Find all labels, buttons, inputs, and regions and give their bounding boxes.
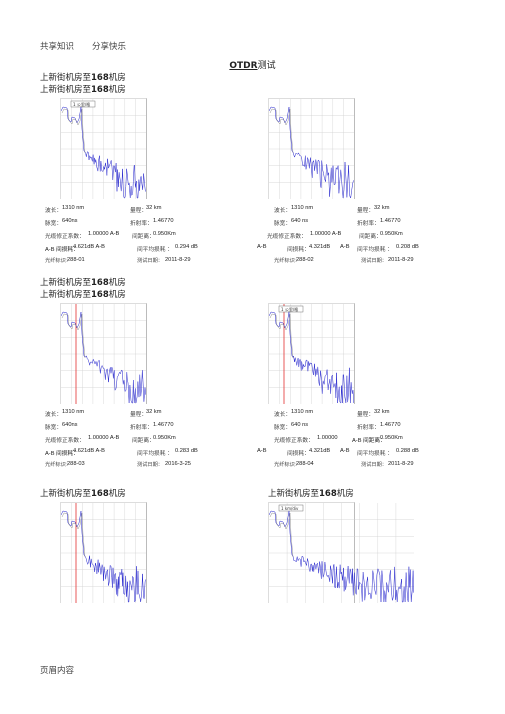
trace-line — [61, 311, 146, 404]
trace-line — [269, 106, 354, 199]
route-1a: 上新街机房至168机房 — [40, 73, 126, 83]
reference-trace — [269, 108, 294, 154]
reference-trace — [269, 313, 294, 359]
route-2a: 上新街机房至168机房 — [40, 278, 126, 288]
scale-box — [278, 504, 304, 512]
route-3a: 上新街机房至168机房 — [40, 489, 126, 499]
footer-text: 页眉内容 — [40, 666, 75, 676]
otdr-trace-6: 1 km/div — [268, 502, 414, 603]
test-readings-3: 波长： 1310 nm 量程： 32 km 脉宽： 640ns 折射率： 1.4… — [45, 409, 198, 468]
scale-box — [70, 100, 96, 108]
page-header: 共享知识 分享快乐 — [40, 40, 126, 52]
title-test: 测试 — [257, 61, 276, 71]
reference-trace — [61, 512, 86, 558]
trace-grid — [269, 503, 414, 603]
otdr-trace-5 — [60, 502, 147, 603]
route-3b: 上新街机房至168机房 — [268, 489, 354, 499]
otdr-trace-3 — [60, 303, 147, 404]
test-readings-1: 波长： 1310 nm 量程： 32 km 脉宽： 640ns 折射率： 1.4… — [45, 205, 198, 264]
test-readings-2: 波长： 1310 nm 量程： 32 km 脉宽： 640 ns 折射率： 1.… — [257, 205, 419, 264]
scale-box-label: 1 公里/格 — [281, 306, 298, 312]
page-footer: 页眉内容 — [40, 664, 74, 676]
scale-box — [278, 305, 304, 313]
reference-trace — [61, 108, 86, 154]
scale-box-label: 1 km/div — [281, 506, 299, 511]
trace-line — [61, 510, 146, 603]
page-title: OTDR测试 — [0, 58, 505, 71]
trace-line — [269, 311, 354, 404]
reference-trace — [269, 512, 294, 558]
reference-trace — [61, 313, 86, 359]
trace-grid — [61, 503, 146, 603]
trace-line — [269, 510, 414, 603]
route-2b: 上新街机房至168机房 — [40, 290, 126, 300]
header-left: 共享知识 — [40, 42, 75, 52]
scale-box-label: 1 公里/格 — [73, 101, 90, 107]
trace-grid — [269, 99, 354, 199]
otdr-trace-4: 1 公里/格 — [268, 303, 355, 404]
header-right: 分享快乐 — [92, 42, 127, 52]
route-1b: 上新街机房至168机房 — [40, 85, 126, 95]
otdr-trace-1: 1 公里/格 — [60, 98, 147, 199]
trace-line — [61, 106, 146, 199]
title-otdr: OTDR — [229, 61, 258, 71]
test-readings-4: 波长： 1310 nm 量程： 32 km 脉宽： 640 ns 折射率： 1.… — [257, 409, 419, 468]
otdr-trace-2 — [268, 98, 355, 199]
